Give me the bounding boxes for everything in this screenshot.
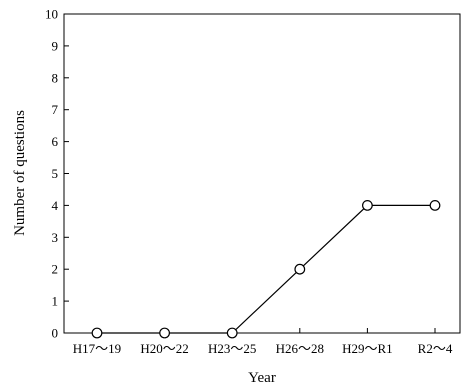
y-tick-label: 0 bbox=[52, 326, 59, 341]
y-axis: 0 1 2 3 4 5 6 7 8 9 10 bbox=[45, 7, 69, 341]
y-tick-label: 5 bbox=[52, 166, 59, 181]
x-tick-label: H29～R1 bbox=[342, 341, 393, 356]
y-axis-title: Number of questions bbox=[12, 110, 28, 236]
x-tick-label: H26～28 bbox=[276, 341, 324, 356]
data-point bbox=[91, 327, 103, 339]
y-tick-label: 4 bbox=[52, 198, 59, 213]
x-tick-label: H20～22 bbox=[140, 341, 188, 356]
data-point bbox=[429, 199, 441, 211]
plot-frame bbox=[63, 13, 461, 334]
y-tick-label: 2 bbox=[52, 262, 59, 277]
y-tick-label: 6 bbox=[52, 134, 59, 149]
series-line bbox=[97, 204, 435, 334]
x-axis-title: Year bbox=[248, 370, 276, 386]
series-layer bbox=[91, 199, 441, 339]
data-point bbox=[226, 327, 238, 339]
x-tick-label: H17～19 bbox=[73, 341, 121, 356]
y-tick-label: 9 bbox=[52, 38, 59, 53]
x-tick-label: R2～4 bbox=[418, 341, 453, 356]
x-axis: H17～19 H20～22 H23～25 H26～28 H29～R1 R2～4 bbox=[73, 328, 453, 356]
data-point bbox=[159, 327, 171, 339]
x-tick-label: H23～25 bbox=[208, 341, 256, 356]
data-point bbox=[362, 199, 373, 211]
y-tick-label: 8 bbox=[52, 70, 59, 85]
y-tick-label: 3 bbox=[52, 230, 59, 245]
y-tick-label: 1 bbox=[52, 294, 59, 309]
y-tick-label: 10 bbox=[45, 7, 58, 22]
y-tick-label: 7 bbox=[52, 102, 59, 117]
data-point bbox=[294, 263, 306, 275]
